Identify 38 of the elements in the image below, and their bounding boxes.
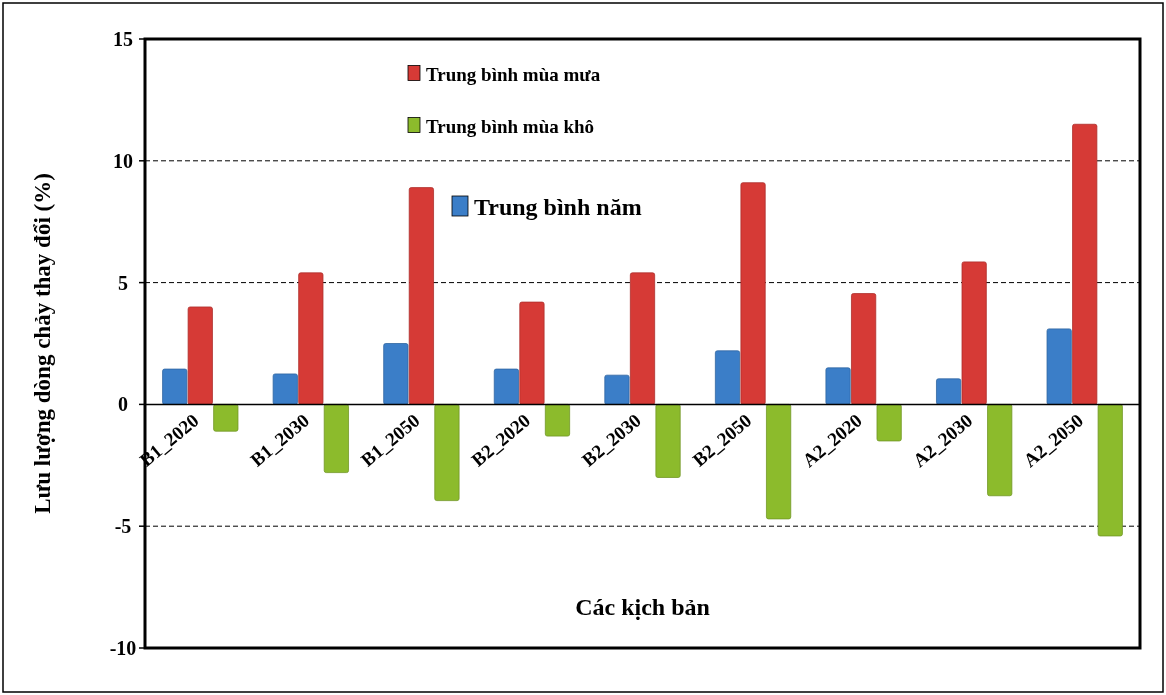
bar (272, 373, 298, 405)
bar (1097, 404, 1123, 537)
bar (323, 404, 349, 474)
y-tick-label: 10 (113, 149, 133, 172)
bar (298, 272, 324, 405)
y-tick-label: 0 (118, 393, 128, 416)
bar (766, 404, 792, 520)
bar (434, 404, 460, 502)
legend-label: Trung bình mùa mưa (426, 63, 601, 85)
bar (876, 404, 902, 442)
bar (987, 404, 1013, 497)
bar (1046, 328, 1072, 405)
bar (604, 374, 630, 405)
x-axis-title: Các kịch bản (575, 594, 710, 620)
y-tick-label: -10 (109, 637, 137, 659)
bar (825, 367, 851, 405)
y-tick-label: 15 (113, 28, 133, 50)
bar (655, 404, 681, 478)
bar (383, 343, 409, 405)
y-tick-label: -5 (114, 515, 132, 538)
y-axis-title: Lưu lượng dòng chảy thay đổi (%) (30, 173, 55, 514)
bar (213, 404, 239, 432)
bar (629, 272, 656, 405)
legend-label: Trung bình mùa khô (426, 115, 595, 137)
bar (740, 182, 766, 405)
bar (493, 368, 519, 405)
bar (1072, 123, 1098, 405)
legend-label: Trung bình năm (474, 194, 642, 221)
bar (714, 350, 741, 405)
bar (187, 306, 213, 405)
bar (162, 368, 188, 405)
y-tick-label: 5 (118, 271, 128, 294)
bar (519, 301, 545, 405)
bar (408, 187, 434, 405)
bar (851, 293, 877, 405)
bar (544, 404, 571, 437)
bar (961, 261, 987, 405)
bar (936, 378, 962, 405)
